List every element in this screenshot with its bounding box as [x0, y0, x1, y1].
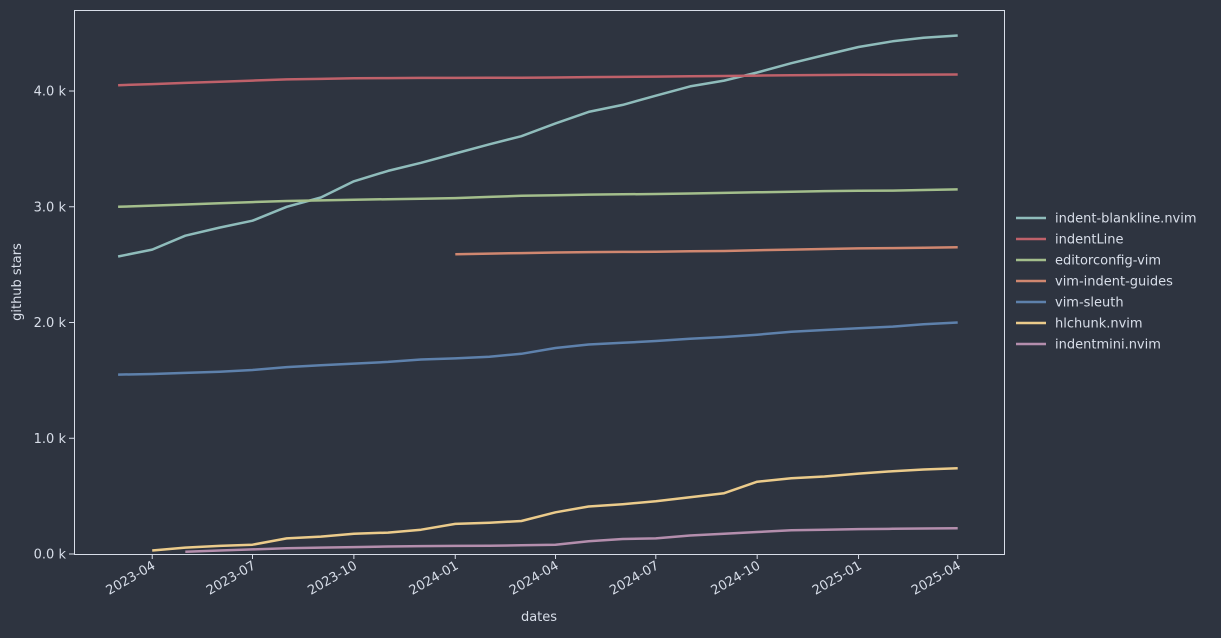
legend-item-vim-sleuth: vim-sleuth [1016, 296, 1124, 311]
x-axis: 2023-04 2023-07 2023-10 2024-01 2024-04 2024-… [104, 554, 964, 599]
x-tick-label: 2025-04 [909, 558, 964, 598]
legend-item-editorconfig-vim: editorconfig-vim [1016, 254, 1161, 269]
legend-label: editorconfig-vim [1055, 254, 1161, 269]
x-tick-label: 2024-10 [709, 558, 764, 598]
series-line-hlchunk-nvim [152, 467, 958, 552]
x-tick-label: 2023-10 [305, 558, 360, 598]
y-tick-label: 1.0 k [34, 432, 67, 447]
legend-item-hlchunk-nvim: hlchunk.nvim [1016, 317, 1143, 332]
x-tick-label: 2024-07 [607, 558, 662, 598]
legend-item-indent-blankline-nvim: indent-blankline.nvim [1016, 212, 1197, 227]
legend-item-indentmini-nvim: indentmini.nvim [1016, 338, 1161, 353]
series-line-indent-blankline-nvim [117, 34, 958, 258]
x-tick-label: 2024-04 [507, 558, 562, 598]
series-line-vim-indent-guides [455, 246, 958, 256]
legend-label: vim-indent-guides [1055, 275, 1173, 290]
y-tick-label: 0.0 k [34, 548, 67, 563]
legend-label: indent-blankline.nvim [1055, 212, 1197, 227]
legend-label: hlchunk.nvim [1055, 317, 1143, 332]
series-line-indentline [118, 73, 958, 87]
series-layer [117, 34, 958, 553]
x-tick-label: 2023-07 [204, 558, 259, 598]
x-tick-label: 2024-01 [407, 558, 462, 598]
legend-item-indentline: indentLine [1016, 233, 1124, 248]
plot-frame [74, 10, 1005, 555]
y-axis: 0.0 k 1.0 k 2.0 k 3.0 k 4.0 k [34, 85, 74, 563]
y-axis-label: github stars [10, 243, 25, 321]
legend-label: vim-sleuth [1055, 296, 1124, 311]
legend-item-vim-indent-guides: vim-indent-guides [1016, 275, 1173, 290]
plot-background [74, 10, 1004, 554]
series-line-vim-sleuth [118, 321, 958, 376]
y-tick-label: 2.0 k [34, 316, 67, 331]
x-axis-label: dates [521, 610, 557, 625]
legend-label: indentmini.nvim [1055, 338, 1161, 353]
series-line-indentmini-nvim [185, 527, 958, 553]
series-line-editorconfig-vim [118, 188, 958, 209]
legend-label: indentLine [1055, 233, 1124, 248]
x-tick-label: 2025-01 [810, 558, 865, 598]
legend: indent-blankline.nvim indentLine editorcon… [1016, 212, 1197, 353]
x-tick-label: 2023-04 [104, 558, 159, 598]
y-tick-label: 3.0 k [34, 200, 67, 215]
y-tick-label: 4.0 k [34, 85, 67, 100]
